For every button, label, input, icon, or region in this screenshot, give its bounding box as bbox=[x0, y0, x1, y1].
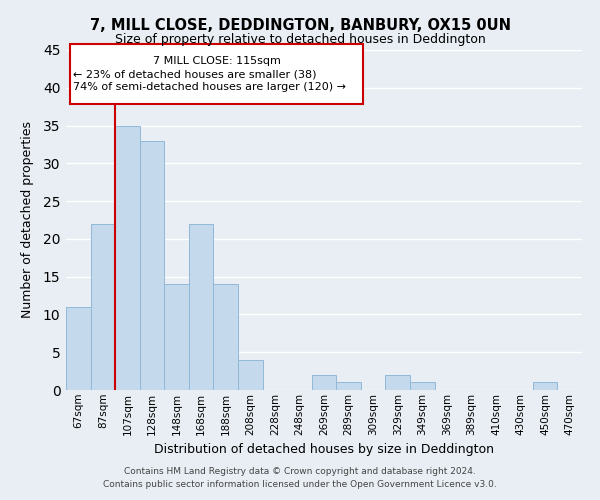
Bar bbox=[70, 44, 364, 104]
Bar bbox=[533, 382, 557, 390]
Bar bbox=[238, 360, 263, 390]
Bar bbox=[336, 382, 361, 390]
X-axis label: Distribution of detached houses by size in Deddington: Distribution of detached houses by size … bbox=[154, 443, 494, 456]
Text: 7, MILL CLOSE, DEDDINGTON, BANBURY, OX15 0UN: 7, MILL CLOSE, DEDDINGTON, BANBURY, OX15… bbox=[89, 18, 511, 32]
Bar bbox=[66, 307, 91, 390]
Bar bbox=[312, 375, 336, 390]
Bar bbox=[385, 375, 410, 390]
Bar bbox=[91, 224, 115, 390]
Text: Size of property relative to detached houses in Deddington: Size of property relative to detached ho… bbox=[115, 32, 485, 46]
Bar bbox=[214, 284, 238, 390]
Bar bbox=[189, 224, 214, 390]
Y-axis label: Number of detached properties: Number of detached properties bbox=[22, 122, 34, 318]
Text: 7 MILL CLOSE: 115sqm: 7 MILL CLOSE: 115sqm bbox=[152, 56, 280, 66]
Text: 74% of semi-detached houses are larger (120) →: 74% of semi-detached houses are larger (… bbox=[73, 82, 346, 92]
Text: ← 23% of detached houses are smaller (38): ← 23% of detached houses are smaller (38… bbox=[73, 69, 317, 79]
Text: Contains HM Land Registry data © Crown copyright and database right 2024.
Contai: Contains HM Land Registry data © Crown c… bbox=[103, 468, 497, 489]
Bar bbox=[410, 382, 434, 390]
Bar bbox=[164, 284, 189, 390]
Bar bbox=[140, 140, 164, 390]
Bar bbox=[115, 126, 140, 390]
